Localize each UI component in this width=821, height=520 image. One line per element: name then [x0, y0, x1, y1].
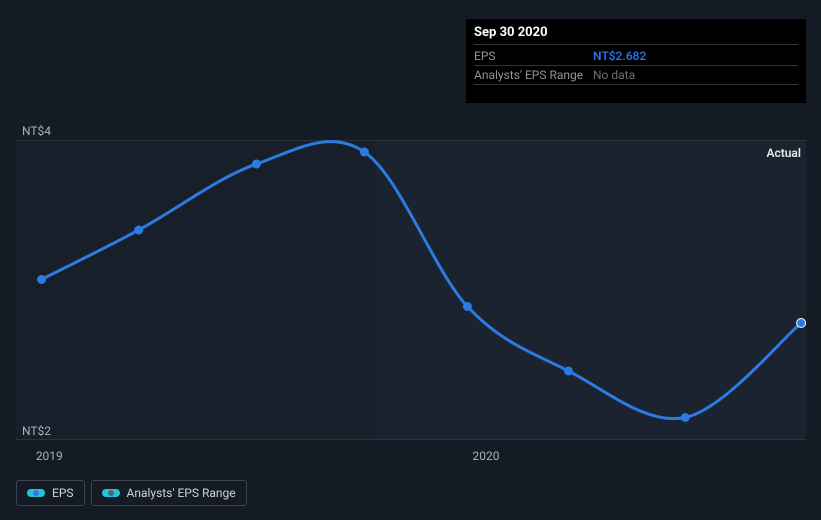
- y-axis-tick: NT$2: [22, 424, 51, 438]
- tooltip-row: Analysts' EPS RangeNo data: [474, 66, 798, 85]
- tooltip-row-label: EPS: [474, 49, 593, 63]
- data-point[interactable]: [37, 275, 46, 284]
- tooltip-row: EPSNT$2.682: [474, 47, 798, 66]
- legend-item[interactable]: Analysts' EPS Range: [91, 480, 247, 506]
- x-axis-tick: 2019: [36, 449, 63, 463]
- data-point[interactable]: [564, 367, 573, 376]
- legend-swatch-icon: [102, 489, 120, 497]
- data-point[interactable]: [252, 160, 261, 169]
- y-axis-tick: NT$4: [22, 124, 51, 138]
- eps-chart: [16, 140, 806, 440]
- data-point[interactable]: [134, 226, 143, 235]
- legend-item[interactable]: EPS: [16, 480, 85, 506]
- data-point[interactable]: [797, 319, 806, 328]
- x-axis-tick: 2020: [473, 449, 500, 463]
- legend-swatch-icon: [27, 489, 45, 497]
- data-point[interactable]: [681, 413, 690, 422]
- chart-tooltip: Sep 30 2020 EPSNT$2.682Analysts' EPS Ran…: [466, 19, 806, 103]
- data-point[interactable]: [463, 302, 472, 311]
- tooltip-row-value: NT$2.682: [593, 49, 646, 63]
- legend: EPS Analysts' EPS Range: [16, 480, 247, 506]
- legend-label: EPS: [52, 486, 74, 500]
- actual-label: Actual: [766, 146, 801, 160]
- tooltip-row-value: No data: [593, 68, 635, 82]
- tooltip-row-label: Analysts' EPS Range: [474, 68, 593, 82]
- legend-label: Analysts' EPS Range: [127, 486, 236, 500]
- data-point[interactable]: [360, 148, 369, 157]
- tooltip-date: Sep 30 2020: [474, 25, 798, 45]
